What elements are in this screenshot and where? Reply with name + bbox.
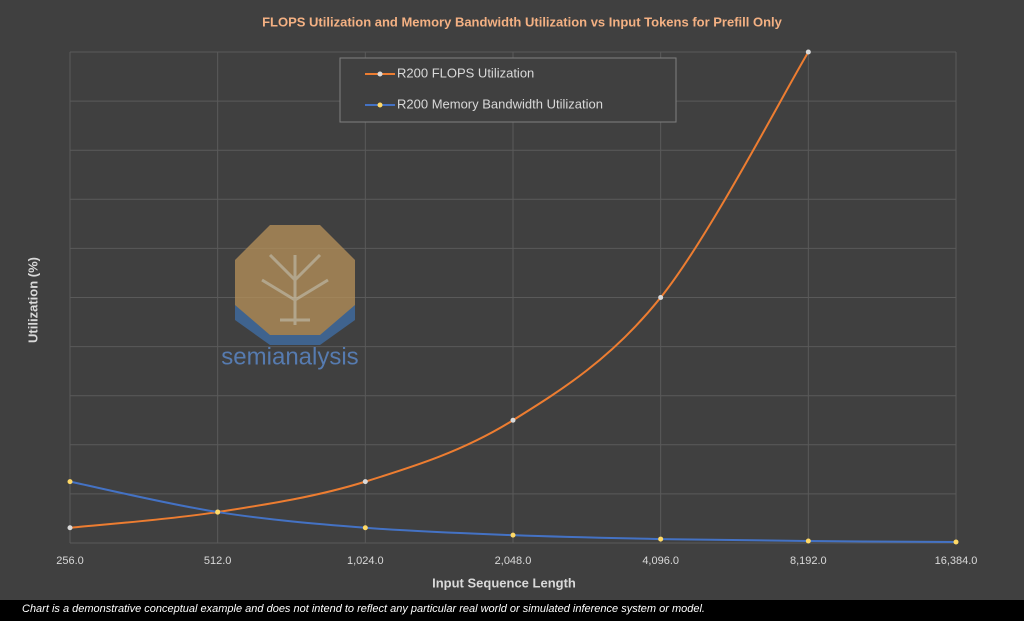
point-marker [805, 49, 811, 55]
x-tick-label: 4,096.0 [642, 555, 679, 567]
legend: R200 FLOPS Utilization R200 Memory Bandwi… [339, 57, 677, 123]
x-tick-label: 256.0 [56, 555, 84, 567]
x-axis-label: Input Sequence Length [432, 575, 576, 590]
y-axis-label: Utilization (%) [25, 257, 40, 343]
point-marker [362, 479, 368, 485]
legend-swatch-marker [377, 71, 383, 77]
point-marker [67, 525, 73, 531]
legend-box [339, 57, 677, 123]
point-marker [510, 532, 516, 538]
legend-label: R200 FLOPS Utilization [397, 65, 534, 80]
point-marker [953, 539, 959, 545]
point-marker [658, 295, 664, 300]
point-marker [510, 417, 516, 423]
x-tick-label: 2,048.0 [495, 555, 532, 567]
point-marker [215, 509, 221, 515]
legend-label: R200 Memory Bandwidth Utilization [397, 96, 603, 111]
x-tick-label: 8,192.0 [790, 555, 827, 567]
point-marker [67, 479, 73, 485]
x-tick-label: 16,384.0 [935, 555, 978, 567]
point-marker [362, 525, 368, 531]
watermark-logo [235, 225, 355, 345]
point-marker [658, 536, 664, 542]
chart: FLOPS Utilization and Memory Bandwidth U… [0, 0, 1024, 600]
chart-title: FLOPS Utilization and Memory Bandwidth U… [262, 14, 783, 29]
series-line [69, 51, 810, 529]
legend-swatch-marker [377, 102, 383, 108]
x-tick-label: 512.0 [204, 555, 232, 567]
x-tick-label: 1,024.0 [347, 555, 384, 567]
watermark-text: semianalysis [221, 343, 358, 370]
footnote: Chart is a demonstrative conceptual exam… [22, 603, 705, 615]
point-marker [805, 538, 811, 544]
